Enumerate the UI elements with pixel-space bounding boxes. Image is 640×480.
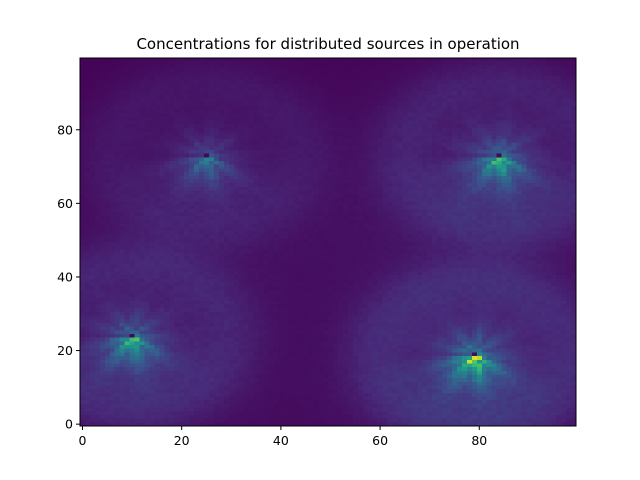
x-tick-label: 80 [471, 433, 487, 448]
x-tick-label: 20 [174, 433, 190, 448]
heatmap-image [80, 58, 576, 426]
y-tick-label: 40 [57, 269, 73, 284]
y-tick-label: 0 [65, 417, 73, 432]
x-tick-label: 60 [372, 433, 388, 448]
heatmap-plot-area [80, 58, 576, 426]
chart-title: Concentrations for distributed sources i… [136, 35, 519, 53]
x-axis: 0 20 40 60 80 [79, 426, 487, 448]
x-tick-label: 0 [79, 433, 87, 448]
y-axis: 0 20 40 60 80 [57, 122, 80, 432]
y-tick-label: 20 [57, 343, 73, 358]
y-tick-label: 60 [57, 196, 73, 211]
plot-frame [79, 57, 577, 427]
y-tick-label: 80 [57, 122, 73, 137]
x-tick-label: 40 [273, 433, 289, 448]
